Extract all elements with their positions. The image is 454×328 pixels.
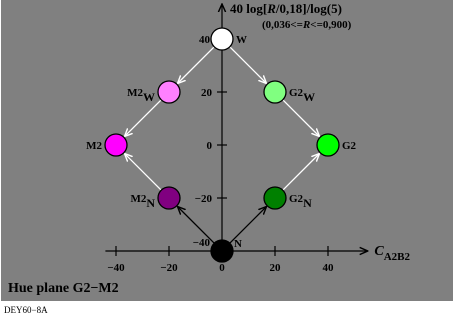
node-m2n [157, 186, 181, 210]
node-g2n [263, 186, 287, 210]
x-tick-label: 20 [270, 262, 282, 274]
x-axis-label: CA2B2 [374, 244, 410, 263]
title-range: (0,036<=R<=0,900) [262, 19, 352, 31]
node-label-g2n: G2N [289, 193, 312, 210]
edge-arrow-w-g2w [229, 46, 267, 84]
x-tick-label: −40 [107, 262, 125, 274]
node-n [210, 239, 234, 263]
y-tick-label: −20 [195, 193, 213, 205]
edge-arrow-m2n-m2 [124, 153, 162, 191]
node-label-m2n: M2N [130, 193, 155, 210]
edge-arrow-g2n-g2 [282, 153, 320, 191]
y-tick-label: 20 [201, 87, 213, 99]
node-label-m2: M2 [86, 140, 102, 152]
node-label-g2w: G2W [289, 87, 315, 104]
y-tick-label: 40 [199, 34, 211, 46]
node-m2w [157, 80, 181, 104]
node-w [210, 27, 234, 51]
plane-label: Hue plane G2−M2 [8, 281, 119, 296]
node-label-n: N [234, 238, 242, 250]
node-label-w: W [236, 34, 247, 46]
x-tick-label: 40 [323, 262, 335, 274]
x-axis-label-text: CA2B2 [374, 244, 410, 263]
footer-code: DEY60−8A [4, 305, 48, 315]
node-label-g2: G2 [342, 140, 357, 152]
node-g2w [263, 80, 287, 104]
y-tick-label: −40 [193, 237, 211, 249]
edge-arrow-g2w-g2 [282, 99, 320, 137]
title-formula: 40 log[R/0,18]/log(5) [230, 1, 342, 16]
y-tick-label: 0 [207, 140, 213, 152]
x-tick-label: 0 [219, 262, 225, 274]
node-m2 [104, 133, 128, 157]
edge-arrow-w-m2w [177, 46, 215, 84]
node-label-m2w: M2W [127, 87, 155, 104]
edge-arrow-n-g2n [229, 206, 267, 244]
node-g2 [316, 133, 340, 157]
x-tick-label: −20 [160, 262, 178, 274]
edge-arrow-m2w-m2 [124, 99, 162, 137]
edge-arrow-n-m2n [177, 206, 215, 244]
